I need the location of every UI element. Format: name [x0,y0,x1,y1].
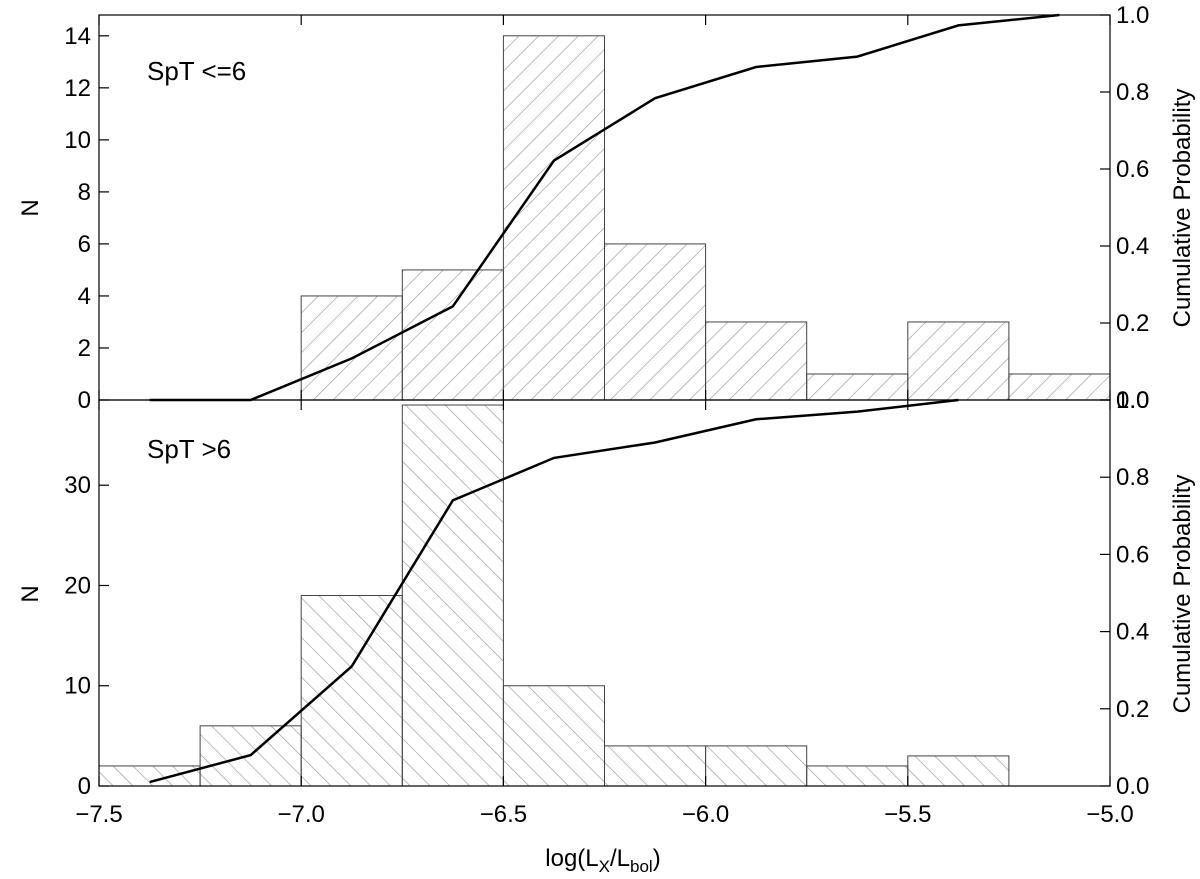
top-bar [401,269,504,401]
x-tick-label: −6.5 [480,801,527,828]
top-bar [806,373,909,401]
bottom-bar [300,595,403,787]
bottom-y-tick-label: 20 [64,572,91,599]
x-axis-title: log(LX/Lbol) [545,845,660,876]
top-y2-tick-label: 1.0 [1116,2,1149,29]
bottom-bars [98,404,1010,787]
top-y-tick-label: 4 [78,283,91,310]
bottom-axes: 0 10 20 30 0.0 0.2 0.4 0.6 0.8 1.0 −7.5 −7.0 −6.5 −6.… [64,387,1149,828]
bottom-bar [907,755,1010,787]
top-bar [1008,373,1111,401]
top-y2-tick-label: 0.0 [1116,387,1149,414]
top-y-tick-label: 6 [78,231,91,258]
top-bars [300,35,1111,401]
top-y-tick-label: 12 [64,75,91,102]
bottom-bar [604,745,707,787]
x-tick-label: −7.0 [278,801,325,828]
bottom-y2-tick-label: 0.2 [1116,696,1149,723]
bottom-bar [98,765,201,787]
bottom-annotation: SpT >6 [147,434,231,464]
bottom-bar [705,745,808,787]
bottom-cumulative-line [149,398,959,784]
bottom-y2-tick-label: 0.8 [1116,464,1149,491]
bottom-bar [806,765,909,787]
top-y-axis-title: N [17,199,44,216]
top-y-tick-label: 8 [78,179,91,206]
top-bar [300,295,403,401]
bottom-y-axis-title: N [17,585,44,602]
top-y-tick-label: 2 [78,335,91,362]
bottom-panel: 0 10 20 30 0.0 0.2 0.4 0.6 0.8 1.0 −7.5 −7.0 −6.5 −6.… [17,387,1196,828]
x-tick-label: −5.5 [884,801,931,828]
bottom-y-tick-label: 0 [78,773,91,800]
bottom-y2-axis-title: Cumulative Probability [1169,475,1196,714]
bottom-y2-tick-label: 0.0 [1116,773,1149,800]
top-cumulative-line [149,13,1060,402]
bottom-y2-tick-label: 0.6 [1116,541,1149,568]
top-y2-tick-label: 0.6 [1116,156,1149,183]
top-y2-tick-label: 0.4 [1116,233,1149,260]
x-tick-label: −7.5 [75,801,122,828]
top-bar [705,321,808,401]
top-y2-tick-label: 0.2 [1116,310,1149,337]
bottom-y2-tick-label: 0.4 [1116,619,1149,646]
bottom-frame [98,399,1111,787]
x-tick-label: −5.0 [1086,801,1133,828]
top-annotation: SpT <=6 [147,56,246,86]
bottom-y2-tick-label: 1.0 [1116,387,1149,414]
top-y-tick-label: 0 [78,387,91,414]
bottom-bar [401,404,504,787]
top-bar [604,243,707,401]
bottom-bar [502,685,605,787]
x-tick-label: −6.0 [682,801,729,828]
top-y2-axis-title: Cumulative Probability [1169,89,1196,328]
bottom-y-tick-label: 10 [64,673,91,700]
bottom-y-tick-label: 30 [64,472,91,499]
top-bar [502,35,605,401]
top-y2-tick-label: 0.8 [1116,79,1149,106]
top-y-tick-label: 10 [64,127,91,154]
top-bar [907,321,1010,401]
top-axes: 0 2 4 6 8 10 12 14 0.0 0.2 0.4 0.6 0.8 1.0 [64,2,1149,414]
top-y-tick-label: 14 [64,23,91,50]
